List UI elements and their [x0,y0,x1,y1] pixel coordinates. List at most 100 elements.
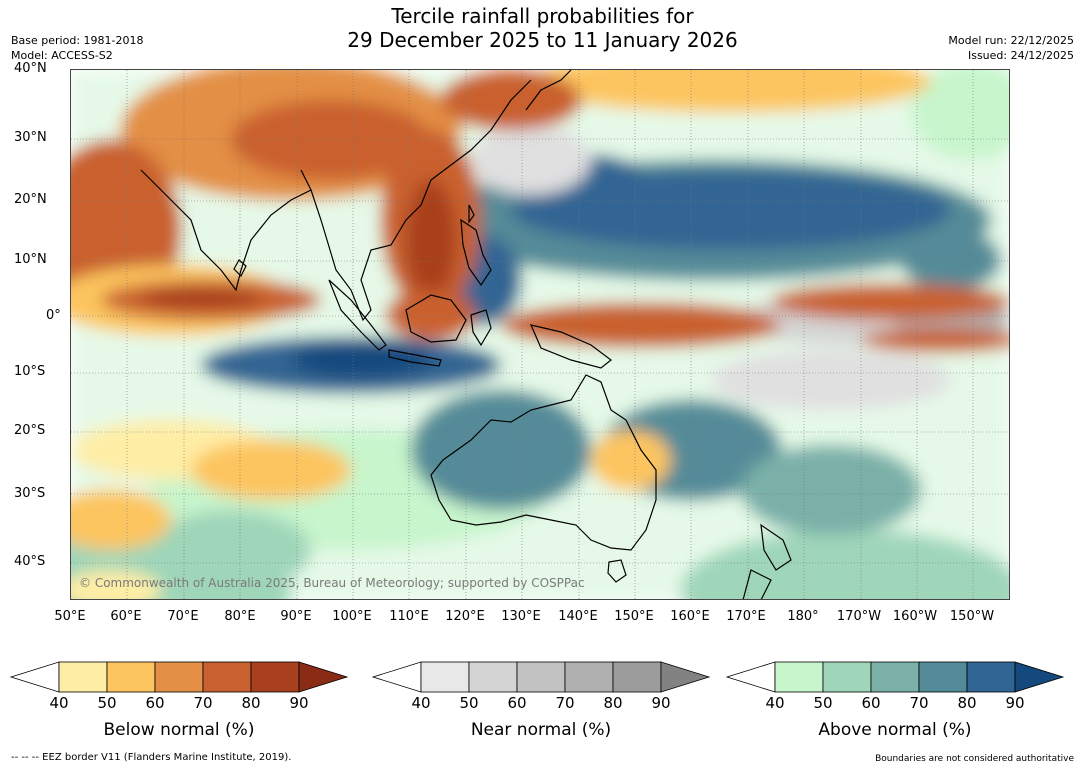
lon-label-120e: 120°E [445,609,485,624]
lon-label-160w: 160°W [892,609,938,624]
lat-label-10n: 10°N [14,252,47,267]
colorbar-near-normal [371,661,711,693]
colorbars [9,661,1065,693]
above-tick-70: 70 [909,694,929,712]
lat-label-30n: 30°N [14,130,47,145]
lat-label-20s: 20°S [14,423,46,438]
near-normal-extend-low [371,661,422,693]
colorbar-above-normal [725,661,1065,693]
japan-coast [525,70,572,111]
below-normal-extend-low [9,661,60,693]
philippines-coast [460,218,492,287]
above-normal-segment [822,661,872,693]
graticule [71,70,1009,599]
near-normal-segment [612,661,662,693]
australia-coast [430,374,657,551]
lat-label-30s: 30°S [14,486,46,501]
near-normal-extend-high [660,661,711,693]
above-normal-segment [774,661,824,693]
title-line-1: Tercile rainfall probabilities for [391,4,694,28]
lat-label-equator: 0° [46,308,61,323]
below-tick-60: 60 [145,694,165,712]
below-normal-extend-high [298,661,349,693]
lon-label-60e: 60°E [110,609,142,624]
lon-label-130e: 130°E [501,609,541,624]
new-zealand-coast [742,523,792,599]
lat-label-40n: 40°N [14,61,47,76]
below-tick-90: 90 [289,694,309,712]
above-normal-segment [918,661,968,693]
above-tick-80: 80 [957,694,977,712]
coastlines [140,70,792,599]
map-panel: © Commonwealth of Australia 2025, Bureau… [70,69,1010,600]
below-normal-segment [202,661,252,693]
meta-left: Base period: 1981-2018 Model: ACCESS-S2 [11,33,143,63]
rainfall-probability-field [71,70,1009,599]
issued-text: Issued: 24/12/2025 [967,49,1074,62]
lat-label-10s: 10°S [14,364,46,379]
near-tick-70: 70 [555,694,575,712]
lon-label-90e: 90°E [280,609,312,624]
above-normal-title: Above normal (%) [818,720,972,740]
tasmania-coast [607,559,627,583]
below-tick-40: 40 [49,694,69,712]
lon-label-110e: 110°E [389,609,429,624]
below-tick-70: 70 [193,694,213,712]
below-normal-segment [154,661,204,693]
below-normal-segment [58,661,108,693]
lon-label-70e: 70°E [167,609,199,624]
meta-right: Model run: 22/12/2025 Issued: 24/12/2025 [948,33,1074,63]
near-normal-segment [420,661,470,693]
lat-label-40s: 40°S [14,554,46,569]
below-normal-segment [106,661,156,693]
lon-label-180: 180° [787,609,819,624]
lon-label-160e: 160°E [670,609,710,624]
java-coast [388,349,442,367]
above-tick-60: 60 [861,694,881,712]
model-run-text: Model run: 22/12/2025 [948,34,1074,47]
near-normal-segment [564,661,614,693]
lon-label-50e: 50°E [54,609,86,624]
taiwan-coast [468,204,475,224]
eez-border-note: -- -- -- EEZ border V11 (Flanders Marine… [11,752,292,763]
below-tick-80: 80 [241,694,261,712]
near-tick-80: 80 [603,694,623,712]
lon-label-170e: 170°E [726,609,766,624]
title-line-2: 29 December 2025 to 11 January 2026 [347,28,738,52]
probability-map: © Commonwealth of Australia 2025, Bureau… [71,70,1009,599]
near-tick-40: 40 [411,694,431,712]
above-tick-90: 90 [1005,694,1025,712]
near-normal-segment [516,661,566,693]
new-guinea-coast [529,324,612,369]
near-normal-segment [468,661,518,693]
above-normal-extend-low [725,661,776,693]
model-text: Model: ACCESS-S2 [11,49,113,62]
above-normal-segment [870,661,920,693]
chart-title: Tercile rainfall probabilities for 29 De… [0,4,1085,52]
se-asia-coast [310,79,532,322]
above-normal-extend-high [1014,661,1065,693]
sulawesi-coast [470,309,492,347]
near-normal-title: Near normal (%) [470,720,612,740]
lat-label-20n: 20°N [14,192,47,207]
copyright-text: © Commonwealth of Australia 2025, Bureau… [79,576,585,590]
above-tick-50: 50 [813,694,833,712]
lon-label-150w: 150°W [949,609,995,624]
near-tick-90: 90 [651,694,671,712]
below-tick-50: 50 [97,694,117,712]
colorbar-below-normal [9,661,349,693]
lon-label-140e: 140°E [558,609,598,624]
boundaries-disclaimer: Boundaries are not considered authoritat… [875,754,1074,764]
sumatra-coast [328,279,387,351]
india-coast [140,169,312,292]
near-tick-60: 60 [507,694,527,712]
lon-label-100e: 100°E [332,609,372,624]
above-tick-40: 40 [765,694,785,712]
above-normal-segment [966,661,1016,693]
borneo-coast [405,294,467,343]
sri-lanka-coast [233,259,247,278]
lon-label-80e: 80°E [224,609,256,624]
lon-label-170w: 170°W [836,609,882,624]
lon-label-150e: 150°E [614,609,654,624]
base-period-text: Base period: 1981-2018 [11,34,144,47]
